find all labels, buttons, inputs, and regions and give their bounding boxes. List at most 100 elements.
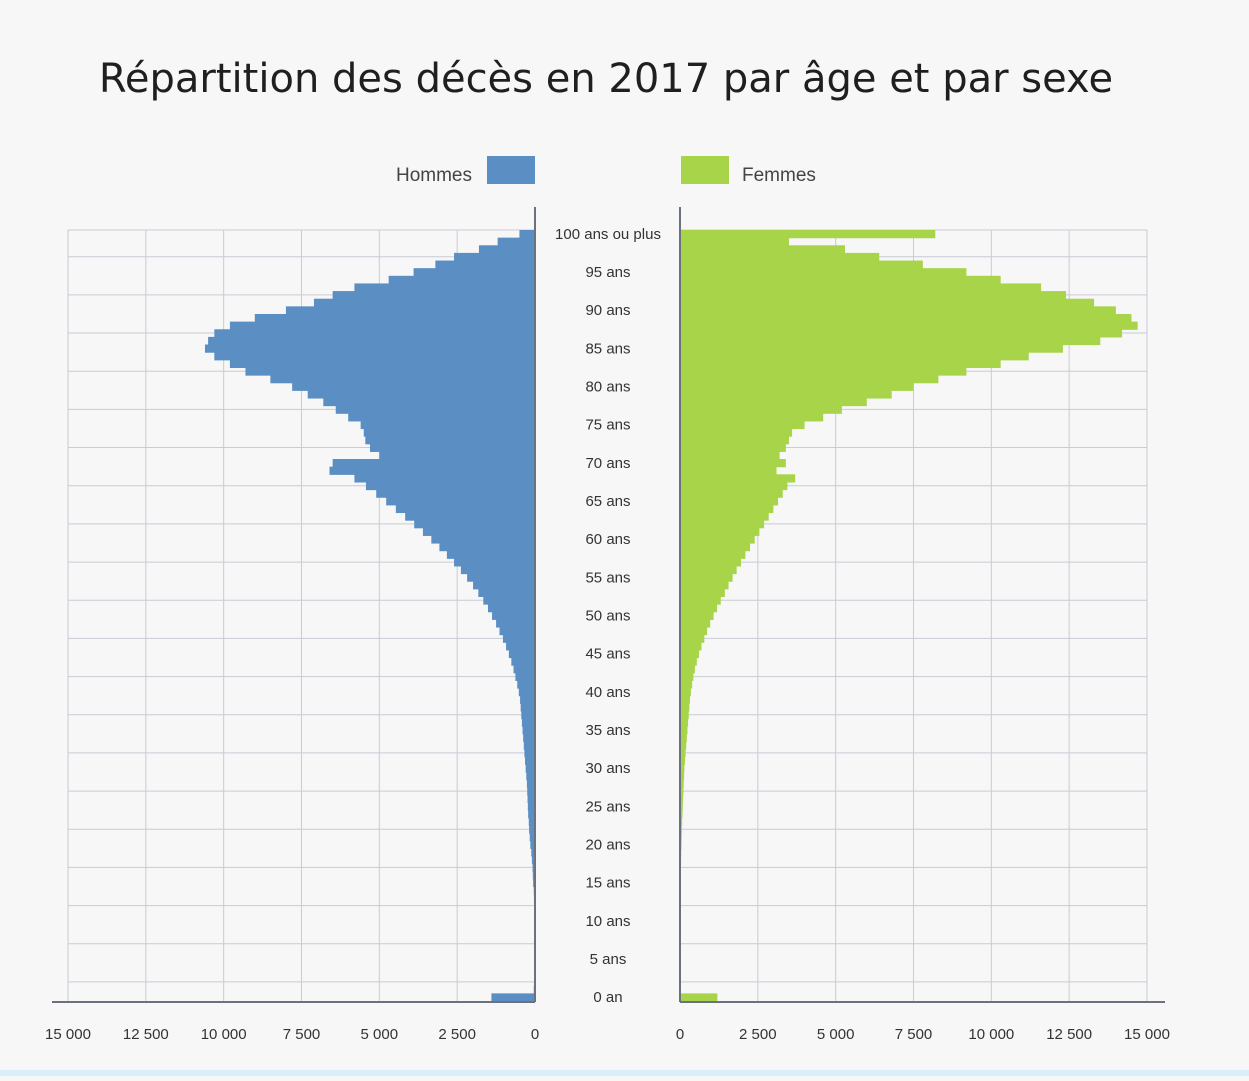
- bars: [205, 230, 1138, 1002]
- bar-hommes-age-79: [308, 390, 535, 398]
- bar-femmes-age-85: [680, 345, 1063, 353]
- bar-hommes-age-70: [333, 459, 535, 467]
- age-label: 75 ans: [585, 417, 630, 434]
- age-label: 0 an: [593, 989, 622, 1006]
- bar-hommes-age-64: [396, 505, 535, 513]
- bar-hommes-age-61: [423, 528, 535, 536]
- bar-hommes-age-90: [286, 306, 535, 314]
- bar-femmes-age-65: [680, 497, 778, 505]
- bar-femmes-age-87: [680, 329, 1122, 337]
- bar-hommes-age-92: [333, 291, 535, 299]
- bar-femmes-age-80: [680, 383, 914, 391]
- x-tick-label-left: 2 500: [438, 1026, 476, 1043]
- bar-femmes-age-74: [680, 428, 792, 436]
- bar-femmes-age-37: [680, 711, 689, 719]
- bar-femmes-age-35: [680, 726, 687, 734]
- bar-hommes-age-80: [292, 383, 535, 391]
- bar-hommes-age-66: [376, 490, 535, 498]
- bar-hommes-age-71: [379, 451, 535, 459]
- bar-femmes-age-48: [680, 627, 707, 635]
- bar-hommes-age-65: [386, 497, 535, 505]
- bar-femmes-age-44: [680, 657, 697, 665]
- bar-hommes-age-95: [414, 268, 535, 276]
- bar-hommes-age-69: [330, 467, 535, 475]
- bar-hommes-age-89: [255, 314, 535, 322]
- bar-hommes-age-82: [245, 367, 535, 375]
- bar-femmes-age-83: [680, 360, 1001, 368]
- bar-hommes-age-96: [435, 261, 535, 269]
- bar-femmes-age-51: [680, 604, 717, 612]
- age-label: 85 ans: [585, 340, 630, 357]
- x-tick-label-right: 15 000: [1124, 1026, 1170, 1043]
- bar-femmes-age-59: [680, 543, 750, 551]
- bar-hommes-age-97: [454, 253, 535, 261]
- bar-femmes-age-91: [680, 299, 1094, 307]
- bar-femmes-age-71: [680, 451, 780, 459]
- bar-hommes-age-29: [526, 772, 535, 780]
- bar-hommes-age-39: [520, 696, 535, 704]
- bar-femmes-age-40: [680, 688, 691, 696]
- bar-femmes-age-38: [680, 703, 689, 711]
- age-label: 95 ans: [585, 264, 630, 281]
- bar-femmes-age-90: [680, 306, 1116, 314]
- bar-femmes-age-73: [680, 436, 789, 444]
- bar-hommes-age-27: [527, 787, 535, 795]
- x-tick-label-left: 10 000: [201, 1026, 247, 1043]
- bar-hommes-age-67: [366, 482, 535, 490]
- bar-hommes-age-98: [479, 245, 535, 253]
- legend-swatch-femmes: [681, 156, 729, 184]
- bar-femmes-age-75: [680, 421, 805, 429]
- bar-hommes-age-30: [526, 764, 535, 772]
- bar-femmes-age-77: [680, 406, 842, 414]
- bar-femmes-age-98: [680, 245, 845, 253]
- age-label: 5 ans: [590, 951, 627, 968]
- x-tick-label-right: 10 000: [968, 1026, 1014, 1043]
- bar-femmes-age-67: [680, 482, 787, 490]
- age-label: 35 ans: [585, 722, 630, 739]
- bar-femmes-age-53: [680, 589, 725, 597]
- x-tick-label-left: 5 000: [361, 1026, 399, 1043]
- bar-hommes-age-51: [488, 604, 535, 612]
- bar-femmes-age-60: [680, 535, 755, 543]
- bar-hommes-age-72: [370, 444, 535, 452]
- bar-hommes-age-78: [323, 398, 535, 406]
- x-tick-label-right: 12 500: [1046, 1026, 1092, 1043]
- bar-hommes-age-76: [348, 413, 535, 421]
- bar-femmes-age-66: [680, 490, 783, 498]
- bar-femmes-age-47: [680, 635, 704, 643]
- bar-hommes-age-60: [431, 535, 535, 543]
- age-label: 20 ans: [585, 837, 630, 854]
- x-tick-label-left: 12 500: [123, 1026, 169, 1043]
- bar-hommes-age-38: [521, 703, 535, 711]
- bar-hommes-age-75: [361, 421, 535, 429]
- bar-femmes-age-46: [680, 642, 701, 650]
- bar-femmes-age-88: [680, 322, 1138, 330]
- series-hommes: [205, 230, 535, 1002]
- legend-label-femmes: Femmes: [742, 165, 816, 186]
- bar-femmes-age-36: [680, 719, 688, 727]
- bar-hommes-age-33: [524, 741, 535, 749]
- bar-hommes-age-94: [389, 276, 535, 284]
- bar-hommes-age-84: [214, 352, 535, 360]
- bar-femmes-age-62: [680, 520, 764, 528]
- bar-femmes-age-95: [680, 268, 966, 276]
- age-label: 45 ans: [585, 646, 630, 663]
- bar-hommes-age-47: [503, 635, 535, 643]
- bar-hommes-age-88: [230, 322, 535, 330]
- bar-hommes-age-26: [528, 795, 535, 803]
- bar-femmes-age-70: [680, 459, 786, 467]
- bar-femmes-age-78: [680, 398, 867, 406]
- bar-femmes-age-89: [680, 314, 1131, 322]
- bar-femmes-age-43: [680, 665, 695, 673]
- bar-femmes-age-72: [680, 444, 786, 452]
- bar-femmes-age-92: [680, 291, 1066, 299]
- bar-hommes-age-77: [336, 406, 535, 414]
- bar-hommes-age-40: [519, 688, 535, 696]
- age-label: 90 ans: [585, 302, 630, 319]
- bar-hommes-age-86: [208, 337, 535, 345]
- bar-femmes-age-41: [680, 680, 692, 688]
- bar-hommes-age-57: [454, 558, 535, 566]
- x-tick-label-left: 0: [531, 1026, 539, 1043]
